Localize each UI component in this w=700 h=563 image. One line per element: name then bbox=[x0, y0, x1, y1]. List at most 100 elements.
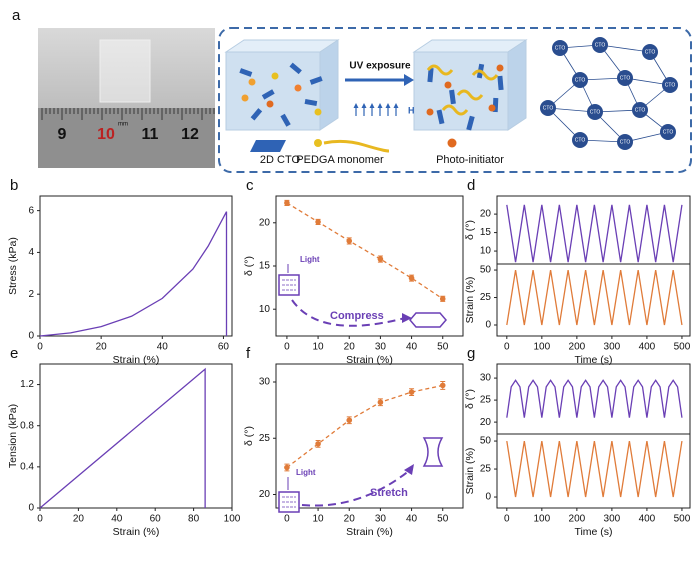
x-axis-label: Strain (%) bbox=[346, 354, 393, 366]
particle bbox=[444, 81, 452, 89]
series-line bbox=[39, 211, 228, 337]
particle bbox=[496, 64, 504, 72]
panel-label: f bbox=[246, 345, 251, 362]
particle bbox=[488, 104, 496, 112]
y-tick-label: 20 bbox=[259, 489, 271, 500]
x-tick-label: 200 bbox=[569, 342, 586, 353]
y-tick-label: 0.4 bbox=[20, 461, 34, 472]
polymer bbox=[426, 64, 454, 76]
cto-flake bbox=[261, 89, 275, 100]
y-tick-label: 50 bbox=[480, 265, 492, 276]
field-arrowhead bbox=[369, 103, 375, 108]
x-tick-label: 200 bbox=[569, 514, 586, 525]
cto-node-label: CTO bbox=[575, 137, 586, 143]
cto-node bbox=[662, 77, 678, 93]
cto-node bbox=[617, 70, 633, 86]
y-axis-label: δ (°) bbox=[464, 220, 476, 240]
y-tick-label: 25 bbox=[480, 292, 492, 303]
x-tick-label: 40 bbox=[406, 342, 418, 353]
polymer bbox=[456, 89, 484, 101]
scheme-frame bbox=[218, 27, 692, 173]
cto-node bbox=[572, 132, 588, 148]
cto-flake bbox=[289, 62, 302, 75]
annotation: Light bbox=[296, 468, 316, 477]
cto-node bbox=[572, 72, 588, 88]
panel-label: d bbox=[467, 177, 475, 194]
panel-label: b bbox=[10, 177, 18, 194]
x-tick-label: 10 bbox=[313, 342, 325, 353]
x-tick-label: 400 bbox=[639, 514, 656, 525]
cto-node-label: CTO bbox=[620, 75, 631, 81]
x-tick-label: 40 bbox=[157, 342, 169, 353]
panel-label: a bbox=[12, 7, 21, 24]
cto-node-label: CTO bbox=[635, 107, 646, 113]
cto-flake bbox=[309, 76, 323, 85]
x-tick-label: 40 bbox=[406, 514, 418, 525]
ruler-number: 9 bbox=[58, 126, 67, 143]
arrowhead bbox=[404, 464, 414, 475]
x-tick-label: 30 bbox=[375, 514, 387, 525]
particle bbox=[426, 108, 434, 116]
field-arrowhead bbox=[385, 103, 391, 108]
y-axis-label: Strain (%) bbox=[464, 448, 476, 495]
legend-flake bbox=[250, 140, 286, 152]
y-tick-label: 20 bbox=[480, 209, 492, 220]
x-tick-label: 20 bbox=[73, 514, 85, 525]
cto-node-label: CTO bbox=[590, 109, 601, 115]
cto-flake bbox=[280, 113, 291, 127]
data-point bbox=[346, 417, 353, 424]
ruler-number: 10 bbox=[97, 126, 115, 143]
x-tick-label: 500 bbox=[674, 342, 691, 353]
ruler-unit: mm bbox=[118, 122, 128, 128]
panel-label: g bbox=[467, 345, 475, 362]
x-tick-label: 100 bbox=[224, 514, 241, 525]
y-tick-label: 15 bbox=[480, 227, 492, 238]
y-axis-label: δ (°) bbox=[243, 256, 255, 276]
ruler-number: 12 bbox=[181, 126, 199, 143]
x-axis-label: Time (s) bbox=[574, 354, 612, 366]
cube bbox=[99, 39, 151, 103]
field-arrowhead bbox=[393, 103, 399, 108]
x-tick-label: 0 bbox=[37, 342, 43, 353]
particle bbox=[266, 100, 274, 108]
x-tick-label: 500 bbox=[674, 514, 691, 525]
axes-frame bbox=[496, 363, 691, 435]
ruler-number: 11 bbox=[142, 126, 159, 143]
panel-label: c bbox=[246, 177, 254, 194]
cto-flake bbox=[304, 98, 318, 106]
y-axis-label: Strain (%) bbox=[464, 277, 476, 324]
cto-node-label: CTO bbox=[595, 42, 606, 48]
y-tick-label: 1.2 bbox=[20, 379, 34, 390]
cto-node bbox=[587, 104, 603, 120]
series-line bbox=[286, 384, 443, 469]
axes-frame bbox=[496, 263, 691, 337]
x-tick-label: 400 bbox=[639, 342, 656, 353]
x-tick-label: 40 bbox=[111, 514, 123, 525]
x-tick-label: 0 bbox=[284, 342, 290, 353]
x-tick-label: 20 bbox=[344, 342, 356, 353]
cto-node-label: CTO bbox=[555, 45, 566, 51]
y-tick-label: 30 bbox=[480, 373, 492, 384]
legend-label: 2D CTO bbox=[260, 154, 301, 166]
field-arrowhead bbox=[377, 103, 383, 108]
data-point bbox=[377, 399, 384, 406]
gel-top bbox=[412, 39, 528, 53]
y-tick-label: 50 bbox=[480, 436, 492, 447]
y-tick-label: 0 bbox=[28, 503, 34, 514]
annotation: Compress bbox=[330, 310, 384, 322]
x-tick-label: 0 bbox=[284, 514, 290, 525]
legend-monomer bbox=[323, 139, 390, 153]
polymer bbox=[471, 69, 499, 81]
series-line bbox=[286, 202, 444, 300]
y-tick-label: 20 bbox=[259, 217, 271, 228]
data-point bbox=[408, 389, 415, 395]
series-line bbox=[506, 204, 683, 263]
legend-label: Photo-initiator bbox=[436, 154, 504, 166]
axes-frame bbox=[496, 433, 691, 509]
x-tick-label: 0 bbox=[504, 342, 510, 353]
cto-node-label: CTO bbox=[543, 105, 554, 111]
y-tick-label: 2 bbox=[28, 289, 34, 300]
x-tick-label: 20 bbox=[344, 514, 356, 525]
data-point bbox=[408, 275, 415, 281]
